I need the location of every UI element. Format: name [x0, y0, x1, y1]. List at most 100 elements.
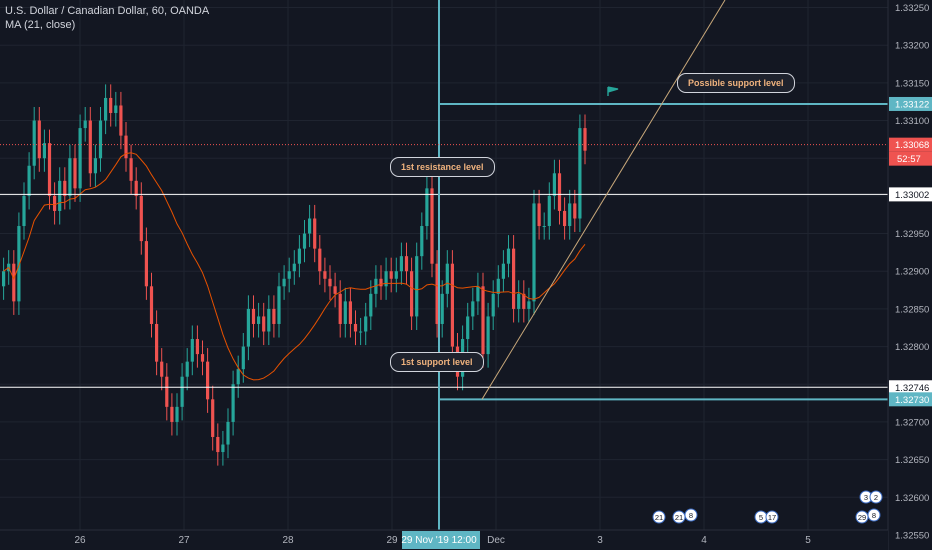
candle-body: [139, 195, 143, 242]
candle-body: [231, 384, 235, 422]
candle-body: [420, 226, 424, 257]
candle-body: [267, 308, 271, 332]
price-tick-label: 1.32600: [895, 493, 929, 504]
candle-body: [216, 436, 220, 453]
event-marker-icon: [652, 510, 666, 524]
candle-body: [481, 286, 485, 355]
candle-body: [425, 188, 429, 227]
candle-body: [578, 128, 582, 219]
candlestick-series: [2, 84, 587, 466]
candle-body: [129, 158, 133, 181]
time-tick-label: 26: [74, 535, 86, 546]
candle-body: [410, 271, 414, 317]
candle-body: [496, 278, 500, 294]
time-axis[interactable]: 26 27 28 29 Dec 3 4 5 29 Nov '19 12:00: [0, 529, 888, 550]
candle-body: [389, 271, 393, 279]
time-tick-label: 5: [805, 535, 811, 546]
candle-body: [547, 195, 551, 227]
candle-body: [313, 218, 317, 249]
event-marker-label: 5: [759, 513, 763, 522]
candle-body: [435, 263, 439, 324]
price-tick-label: 1.32700: [895, 417, 929, 428]
time-tick-label: 27: [178, 535, 190, 546]
price-label-tag: [889, 187, 932, 202]
candle-body: [557, 173, 562, 211]
candle-body: [491, 293, 495, 317]
candle-body: [532, 203, 536, 302]
candle-body: [359, 331, 363, 333]
candle-body: [323, 271, 327, 279]
candle-body: [379, 278, 383, 287]
candle-body: [155, 323, 159, 362]
candle-body: [476, 286, 480, 302]
event-marker-label: 8: [872, 511, 876, 520]
candle-body: [404, 256, 409, 272]
candle-body: [195, 339, 199, 355]
candle-body: [160, 361, 164, 377]
candle-body: [241, 346, 245, 370]
candle-body: [542, 226, 546, 228]
event-marker-label: 3: [864, 493, 868, 502]
event-marker-icon: [869, 490, 883, 504]
event-marker-label: 29: [858, 513, 866, 522]
candle-body: [206, 361, 210, 400]
candle-body: [185, 361, 189, 377]
price-tick-label: 1.33100: [895, 116, 929, 127]
candle-body: [221, 444, 225, 453]
indicator-label[interactable]: MA (21, close): [5, 19, 76, 31]
candle-body: [563, 210, 567, 227]
price-tick-label: 1.32900: [895, 267, 929, 278]
candle-body: [364, 316, 368, 332]
candle-body: [144, 241, 148, 287]
candle-body: [58, 180, 62, 211]
candle-body: [251, 308, 256, 324]
price-label-text: 1.32730: [895, 395, 929, 406]
event-marker-icon: [867, 508, 881, 522]
candle-body: [486, 316, 490, 355]
candle-body: [297, 248, 301, 264]
candle-body: [292, 263, 296, 272]
time-tick-label: 3: [597, 535, 603, 546]
candle-body: [190, 339, 194, 362]
candle-body: [450, 263, 454, 347]
candle-body: [78, 128, 82, 189]
candle-body: [302, 233, 307, 249]
event-marker-icon: [684, 508, 698, 522]
candle-body: [328, 278, 332, 287]
annotation-first-support[interactable]: 1st support level: [390, 352, 484, 372]
candle-body: [501, 263, 505, 279]
candle-body: [2, 271, 6, 287]
candle-body: [88, 120, 92, 174]
drawn-lines[interactable]: 21 21 8 5 17 3 2 29 8: [0, 0, 888, 530]
candle-body: [17, 226, 21, 302]
event-marker-label: 2: [874, 493, 878, 502]
price-tick-label: 1.32650: [895, 455, 929, 466]
candle-body: [211, 399, 215, 437]
time-tick-label: 4: [701, 535, 707, 546]
candle-body: [22, 195, 26, 227]
candle-body: [47, 143, 52, 196]
price-label-tag: [889, 96, 932, 111]
countdown-tag: [889, 151, 932, 166]
candle-body: [272, 308, 276, 324]
candle-body: [236, 369, 240, 385]
price-axis-bg: [888, 0, 932, 550]
candle-body: [583, 128, 587, 151]
candle-body: [353, 323, 358, 332]
price-tick-label: 1.32850: [895, 304, 929, 315]
candle-body: [83, 120, 87, 129]
candle-body: [12, 263, 16, 302]
price-tick-label: 1.33200: [895, 41, 929, 52]
candle-body: [149, 286, 154, 324]
annotation-first-resistance[interactable]: 1st resistance level: [390, 157, 495, 177]
candle-body: [333, 286, 337, 294]
candle-body: [506, 248, 511, 264]
price-axis[interactable]: 1.325501.326001.326501.327001.327501.328…: [887, 0, 932, 550]
candle-body: [63, 180, 67, 196]
candle-body: [109, 97, 113, 114]
event-marker-label: 8: [689, 511, 693, 520]
annotation-possible-support[interactable]: Possible support level: [677, 73, 795, 93]
candle-body: [114, 105, 118, 114]
candle-body: [124, 135, 128, 159]
